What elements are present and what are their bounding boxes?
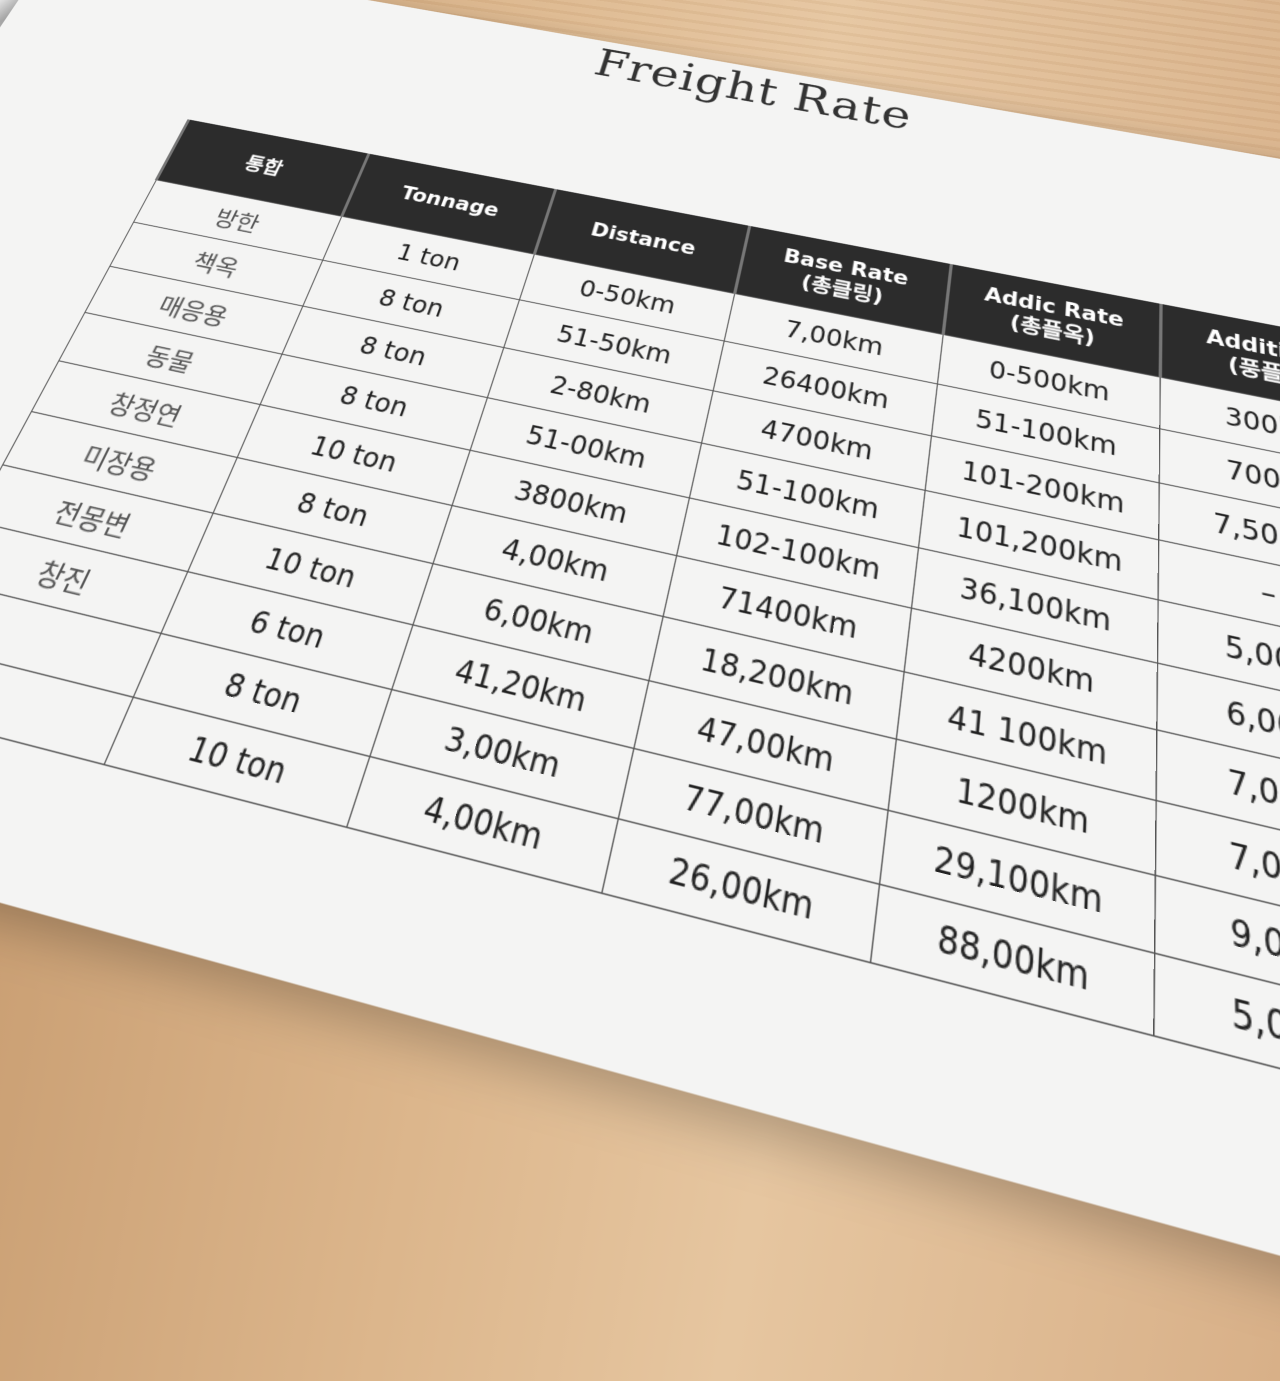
freight-rate-table: 통합 Tonnage Distance Base Rate (총클링) Addic Ra… <box>0 119 1280 1114</box>
page-title: Freight Rate <box>589 41 915 140</box>
